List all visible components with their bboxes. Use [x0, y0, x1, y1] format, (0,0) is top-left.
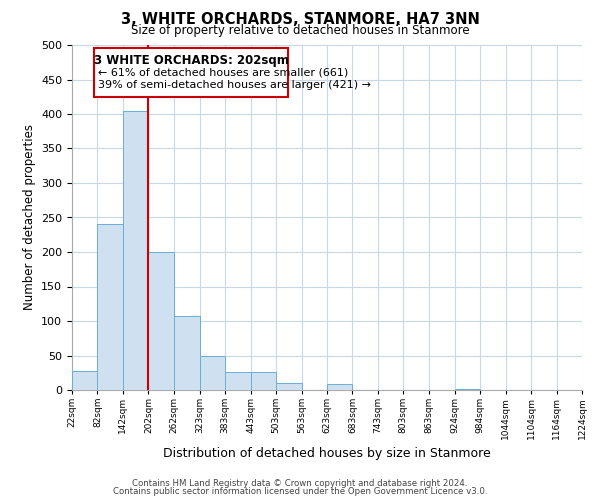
Text: Contains public sector information licensed under the Open Government Licence v3: Contains public sector information licen…	[113, 487, 487, 496]
Bar	[582, 388, 600, 390]
Text: Size of property relative to detached houses in Stanmore: Size of property relative to detached ho…	[131, 24, 469, 37]
Bar	[200, 356, 225, 390]
Text: ← 61% of detached houses are smaller (661): ← 61% of detached houses are smaller (66…	[98, 68, 348, 78]
Y-axis label: Number of detached properties: Number of detached properties	[23, 124, 35, 310]
Bar	[148, 252, 174, 390]
Text: 3, WHITE ORCHARDS, STANMORE, HA7 3NN: 3, WHITE ORCHARDS, STANMORE, HA7 3NN	[121, 12, 479, 28]
Text: Contains HM Land Registry data © Crown copyright and database right 2024.: Contains HM Land Registry data © Crown c…	[132, 478, 468, 488]
Bar	[327, 384, 352, 390]
Bar	[72, 372, 97, 390]
Bar	[97, 224, 123, 390]
Bar	[174, 316, 200, 390]
Text: 3 WHITE ORCHARDS: 202sqm: 3 WHITE ORCHARDS: 202sqm	[94, 54, 289, 67]
FancyBboxPatch shape	[94, 48, 287, 97]
Bar	[251, 372, 276, 390]
Bar	[276, 383, 302, 390]
Bar	[225, 372, 251, 390]
Bar	[123, 110, 148, 390]
Bar	[455, 388, 480, 390]
X-axis label: Distribution of detached houses by size in Stanmore: Distribution of detached houses by size …	[163, 448, 491, 460]
Text: 39% of semi-detached houses are larger (421) →: 39% of semi-detached houses are larger (…	[98, 80, 371, 90]
